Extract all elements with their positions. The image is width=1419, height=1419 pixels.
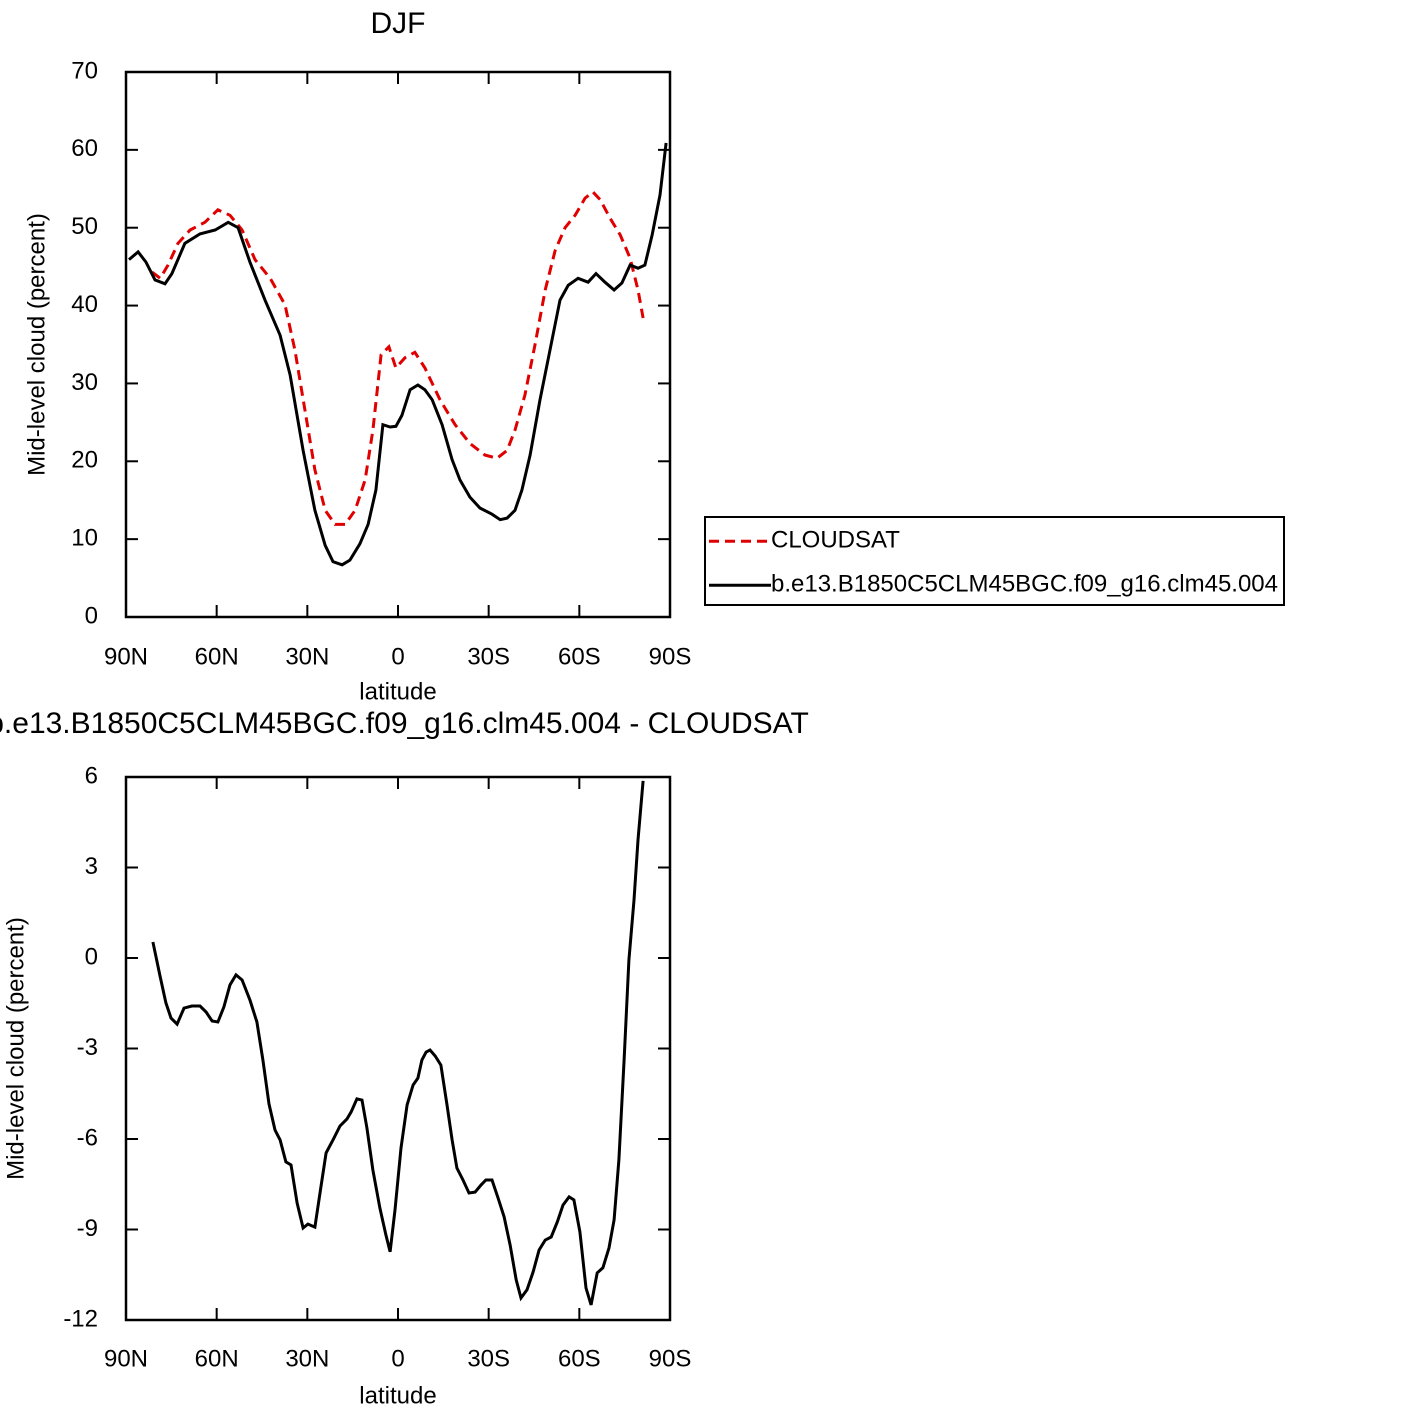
y-tick-label: 0 [85, 943, 98, 970]
x-tick-label: 0 [391, 643, 404, 670]
x-axis-title: latitude [359, 1382, 436, 1409]
y-tick-label: 30 [71, 369, 98, 396]
plot-frame [124, 70, 672, 619]
y-tick-label: 6 [85, 762, 98, 789]
y-tick-label: 50 [71, 213, 98, 240]
x-tick-label: 60N [195, 1345, 239, 1372]
x-tick-label: 0 [391, 1345, 404, 1372]
y-tick-label: 0 [85, 602, 98, 629]
x-tick-label: 30S [467, 643, 510, 670]
x-tick-label: 90N [104, 643, 148, 670]
x-tick-label: 60N [195, 643, 239, 670]
y-tick-label: 40 [71, 291, 98, 318]
x-tick-label: 30N [285, 643, 329, 670]
x-tick-label: 60S [558, 1345, 601, 1372]
y-axis-title: Mid-level cloud (percent) [23, 213, 50, 476]
y-tick-label: 20 [71, 447, 98, 474]
x-tick-label: 90S [649, 1345, 692, 1372]
data-line [128, 142, 668, 567]
chart-title: b.e13.B1850C5CLM45BGC.f09_g16.clm45.004 … [0, 707, 809, 740]
y-tick-label: 10 [71, 524, 98, 551]
y-tick-label: -12 [63, 1305, 98, 1332]
plot-frame [124, 775, 672, 1322]
x-axis-title: latitude [359, 678, 436, 705]
y-tick-label: 3 [85, 853, 98, 880]
x-tick-label: 90S [649, 643, 692, 670]
y-tick-label: -3 [77, 1034, 98, 1061]
data-line [151, 780, 645, 1306]
legend-label: b.e13.B1850C5CLM45BGC.f09_g16.clm45.004 [771, 571, 1278, 598]
y-tick-label: 70 [71, 57, 98, 84]
data-line [151, 189, 645, 526]
x-tick-label: 60S [558, 643, 601, 670]
legend: CLOUDSAT b.e13.B1850C5CLM45BGC.f09_g16.cl… [704, 516, 1285, 606]
y-tick-label: 60 [71, 135, 98, 162]
x-tick-label: 30S [467, 1345, 510, 1372]
y-tick-label: -6 [77, 1124, 98, 1151]
chart-title: DJF [371, 7, 426, 40]
x-tick-label: 30N [285, 1345, 329, 1372]
legend-box [704, 516, 1285, 606]
y-axis-title: Mid-level cloud (percent) [2, 917, 29, 1180]
legend-label: CLOUDSAT [771, 527, 900, 554]
y-tick-label: -9 [77, 1215, 98, 1242]
x-tick-label: 90N [104, 1345, 148, 1372]
